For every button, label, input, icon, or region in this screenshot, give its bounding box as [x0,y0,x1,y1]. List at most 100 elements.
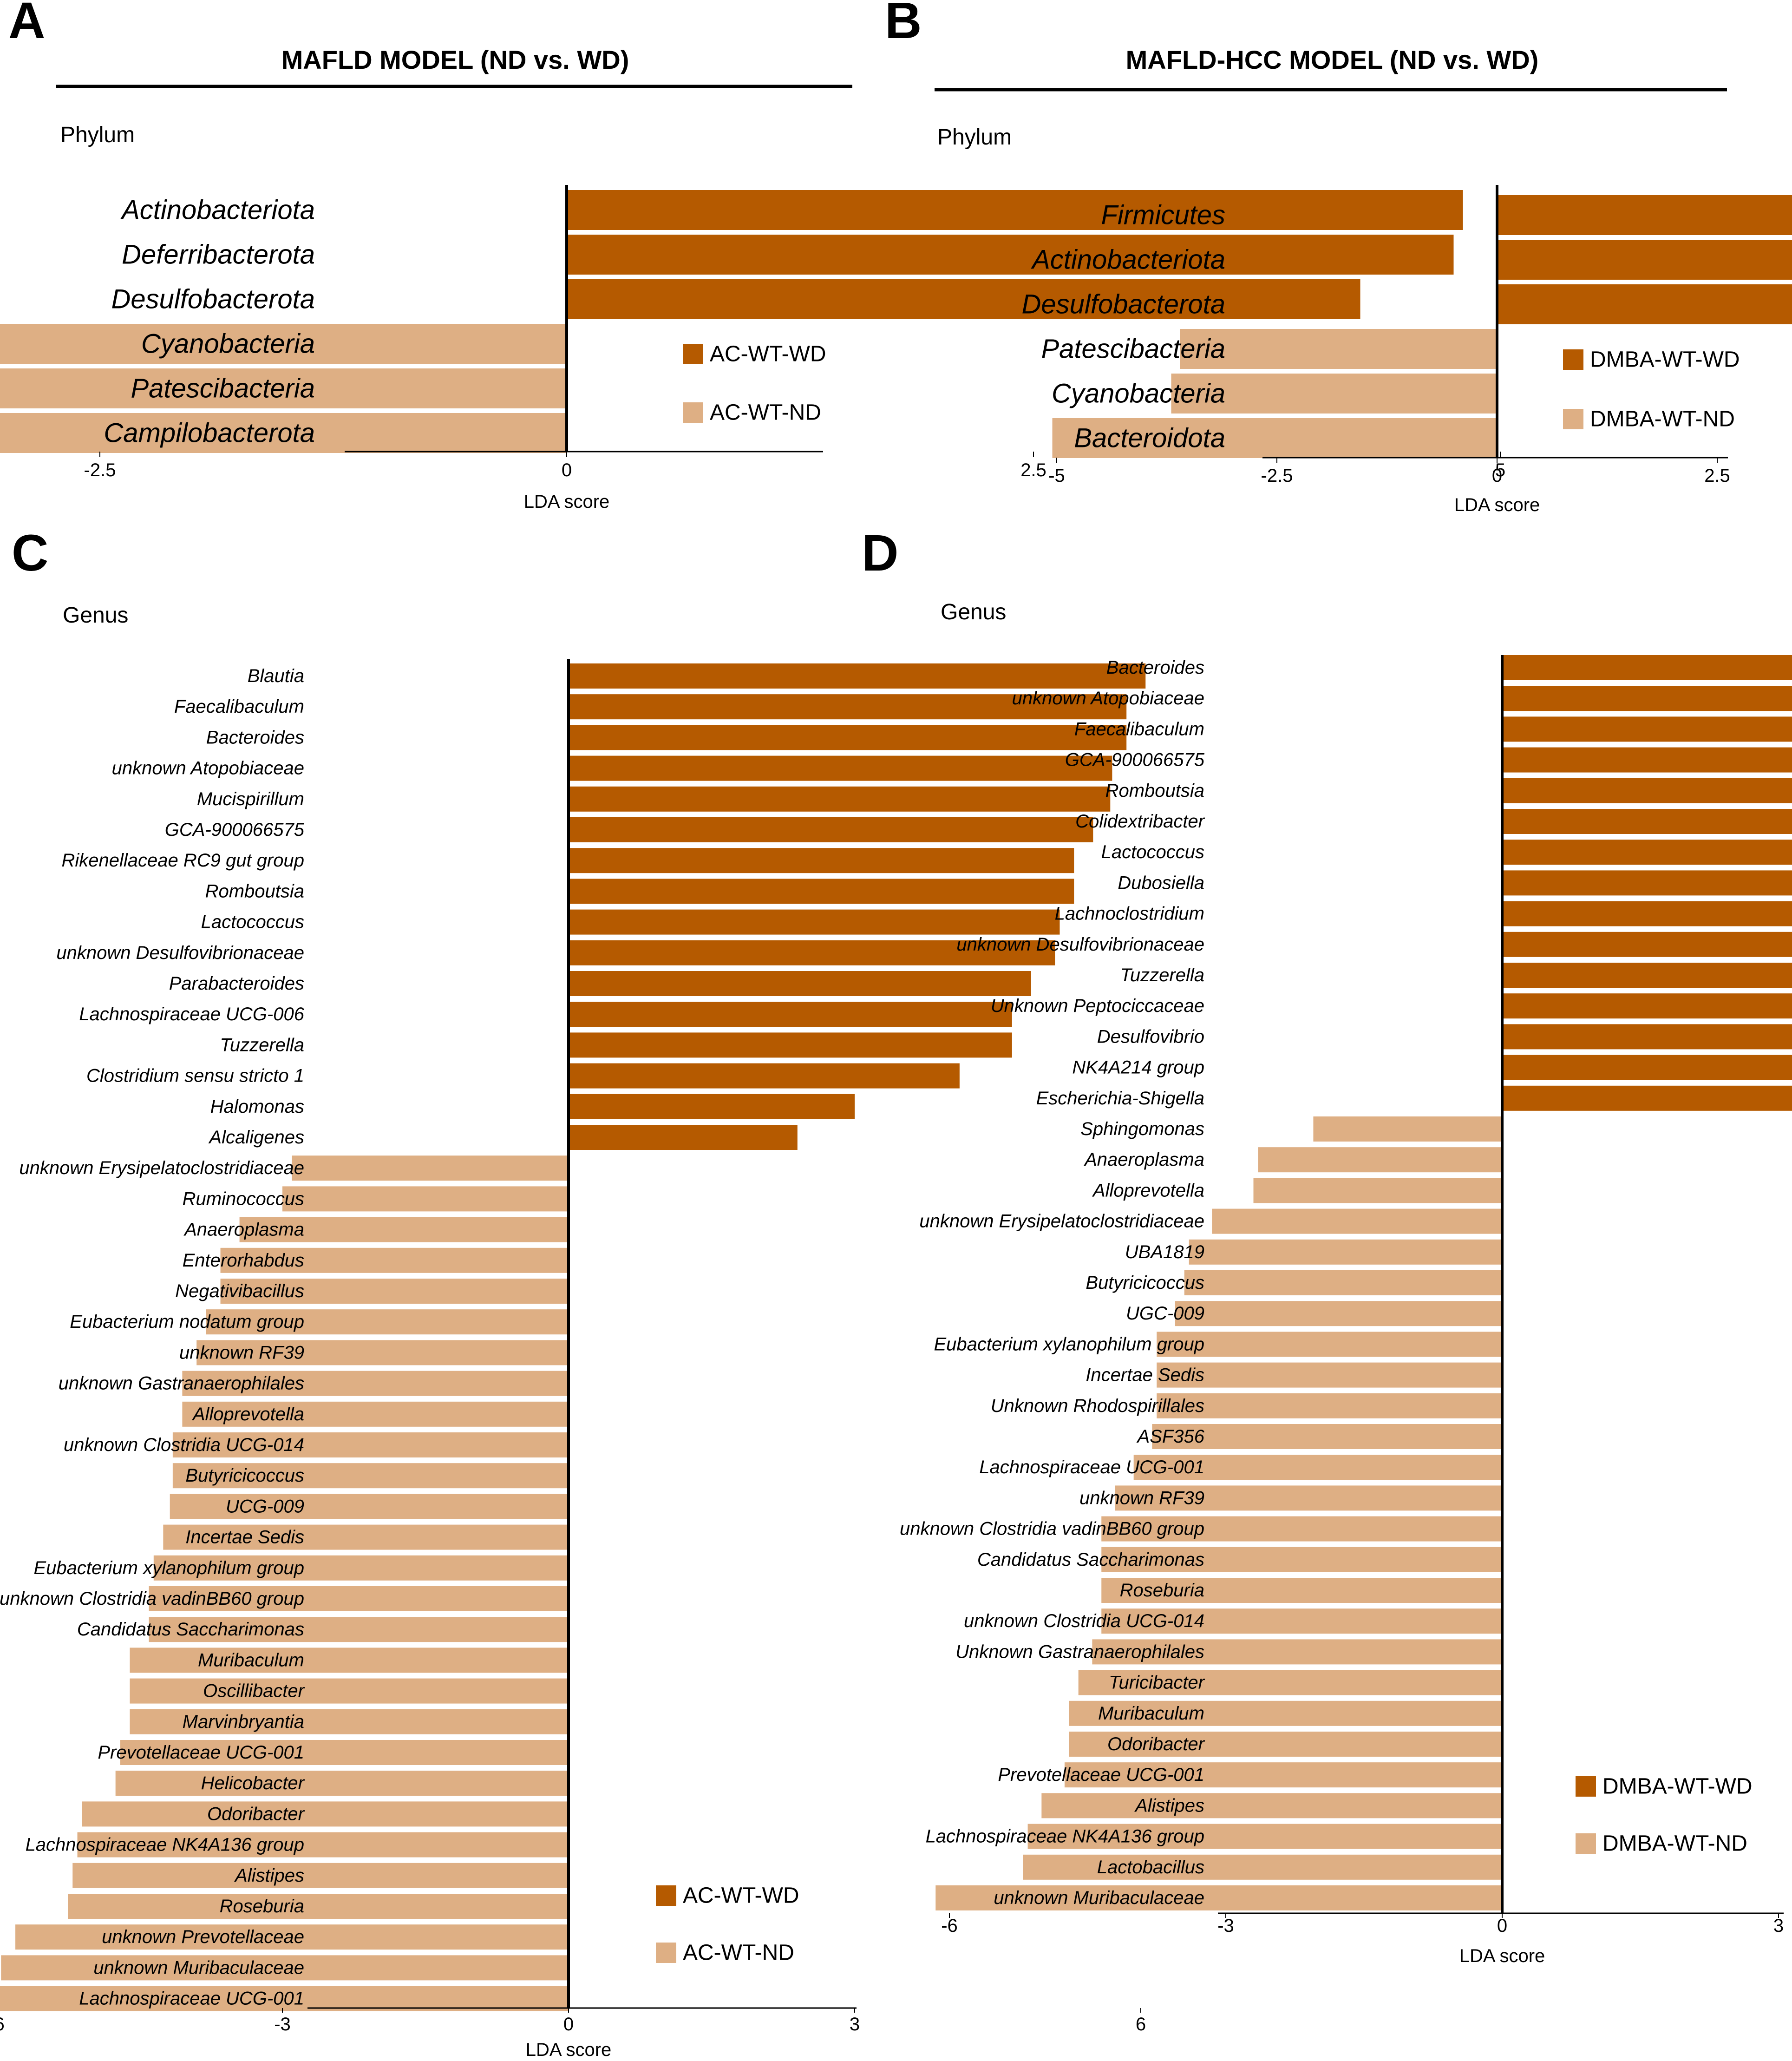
bar [1092,1639,1502,1665]
x-tick-label: 0 [563,2014,574,2035]
category-label: ASF356 [1136,1426,1204,1447]
category-label: Muribaculum [198,1650,304,1670]
bar [1502,747,1792,773]
bar [1101,1547,1502,1572]
legend-swatch [683,344,703,364]
legend: AC-WT-WD AC-WT-ND [683,342,826,425]
category-label: GCA-900066575 [1065,750,1205,770]
category-label: GCA-900066575 [165,820,305,840]
category-label: Actinobacteriota [120,195,315,225]
category-label: Cyanobacteria [141,329,315,359]
category-label: unknown Erysipelatoclostridiaceae [19,1158,304,1178]
bar [196,1340,569,1365]
bar [1189,1239,1502,1265]
category-label: Lachnospiraceae UCG-006 [79,1004,304,1024]
category-label: Marvinbryantia [183,1712,304,1732]
bar [1152,1424,1502,1449]
category-label: Mucispirillum [197,789,304,809]
x-tick-label: 6 [1136,2014,1146,2035]
category-label: Dubosiella [1118,873,1204,893]
bar [220,1279,569,1304]
x-tick-label: 0 [562,460,572,480]
category-label: Lactococcus [1101,842,1204,862]
bar [569,786,1111,812]
category-label: unknown Desulfovibrionaceae [56,943,304,963]
bar [569,694,1127,720]
category-label: Romboutsia [205,881,304,901]
legend-label: AC-WT-ND [683,1941,794,1965]
bar [1502,778,1792,803]
legend-label: DMBA-WT-ND [1590,407,1735,432]
bar [1502,840,1792,865]
category-label: Unknown Gastranaerophilales [955,1641,1204,1662]
bar [0,413,567,453]
bar [130,1678,569,1704]
category-label: Alloprevotella [1092,1180,1204,1201]
bar [0,324,567,364]
category-label: unknown Muribaculaceae [93,1957,304,1978]
bars [0,190,1463,453]
category-label: Desulfovibrio [1097,1026,1204,1047]
category-labels: Firmicutes Actinobacteriota Desulfobactero… [1022,200,1225,453]
bar [1502,870,1792,896]
bars [1052,195,1792,458]
x-tick-label: -6 [0,2014,5,2035]
bar [569,909,1060,935]
category-label: UGC-009 [1126,1303,1204,1324]
category-label: Alcaligenes [208,1127,304,1148]
legend-label: AC-WT-WD [710,342,826,367]
bar [1069,1700,1502,1726]
category-label: Butyricicoccus [185,1465,304,1486]
x-tick-label: 0 [1492,466,1502,486]
bar [935,1885,1502,1910]
category-label: unknown Clostridia UCG-014 [964,1611,1204,1631]
legend-label: DMBA-WT-WD [1590,348,1740,372]
category-label: unknown RF39 [1079,1488,1204,1508]
category-label: Clostridium sensu stricto 1 [86,1066,304,1086]
category-label: Eubacterium nodatum group [70,1312,304,1332]
bar [569,879,1074,904]
bar [1313,1116,1502,1142]
category-label: Bacteroides [206,727,304,748]
bar [1502,1055,1792,1080]
category-label: Cyanobacteria [1052,379,1225,409]
category-label: Candidatus Saccharimonas [977,1549,1204,1570]
category-label: Desulfobacterota [1022,289,1225,320]
x-axis-label: LDA score [1454,495,1540,515]
category-label: Blautia [248,666,304,686]
bar [172,1463,569,1489]
bar [130,1709,569,1734]
category-label: unknown Erysipelatoclostridiaceae [919,1211,1204,1232]
bar [1157,1332,1502,1357]
chart-title: MAFLD-HCC MODEL (ND vs. WD) [1126,45,1539,74]
bar [1115,1485,1502,1511]
category-label: Alistipes [1134,1795,1204,1816]
bar [567,235,1454,275]
category-label: Helicobacter [201,1773,305,1793]
x-tick-label: -3 [1217,1916,1234,1936]
legend: AC-WT-WD AC-WT-ND [656,1884,799,1965]
category-label: Lactobacillus [1097,1857,1204,1877]
bar [1101,1516,1502,1542]
panel-a: A MAFLD MODEL (ND vs. WD) Phylum Actinobact… [0,0,1505,512]
category-label: Alloprevotella [192,1404,304,1424]
bar [1101,1578,1502,1603]
bar [569,848,1074,873]
bar [1497,240,1792,280]
bar [149,1586,569,1611]
bar [1027,1824,1502,1849]
bar [1157,1393,1502,1418]
bar [130,1647,569,1673]
bar [569,755,1112,781]
bar [1502,993,1792,1019]
bar [182,1401,569,1427]
bar [1180,329,1497,369]
bar [172,1432,569,1457]
x-tick-label: 3 [850,2014,860,2035]
category-label: Ruminococcus [183,1188,304,1209]
bar [569,663,1146,689]
category-label: Eubacterium xylanophilum group [33,1558,304,1578]
category-label: Negativibacillus [175,1281,304,1301]
category-label: Colidextribacter [1075,811,1205,832]
bar [1258,1147,1502,1173]
